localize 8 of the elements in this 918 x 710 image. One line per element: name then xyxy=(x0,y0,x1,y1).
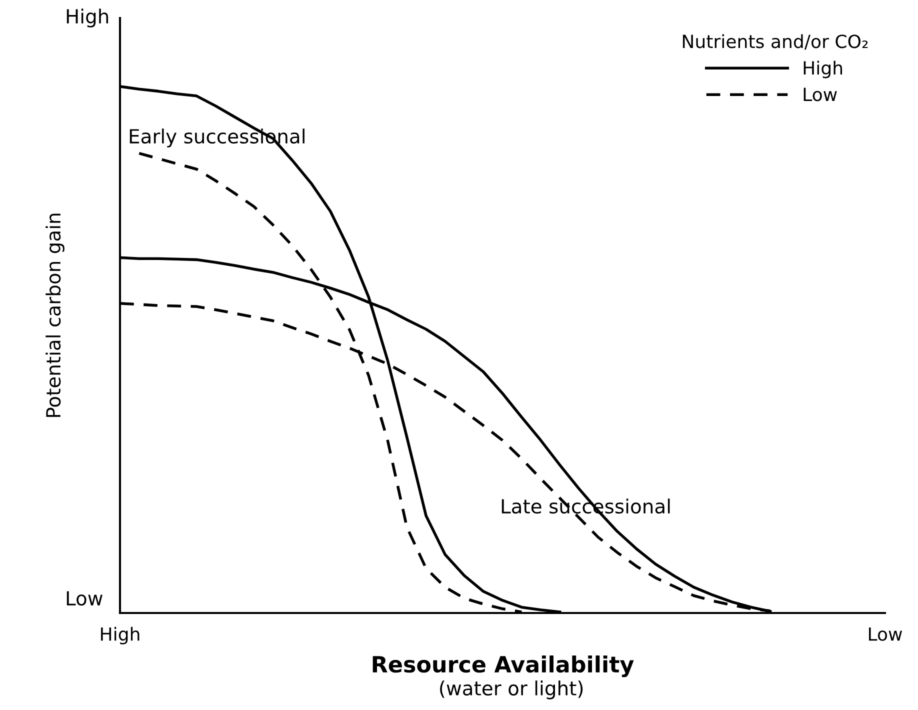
text: High xyxy=(66,8,108,28)
legend-title: Nutrients and/or CO₂ xyxy=(682,34,868,50)
legend-label: Low xyxy=(804,88,837,102)
text: Low xyxy=(66,591,102,606)
x-axis-title: Resource Availability xyxy=(372,655,634,678)
text: (water or light) xyxy=(440,680,583,700)
legend-label: High xyxy=(804,60,842,78)
y-axis-title: Potential carbon gain xyxy=(46,214,64,417)
